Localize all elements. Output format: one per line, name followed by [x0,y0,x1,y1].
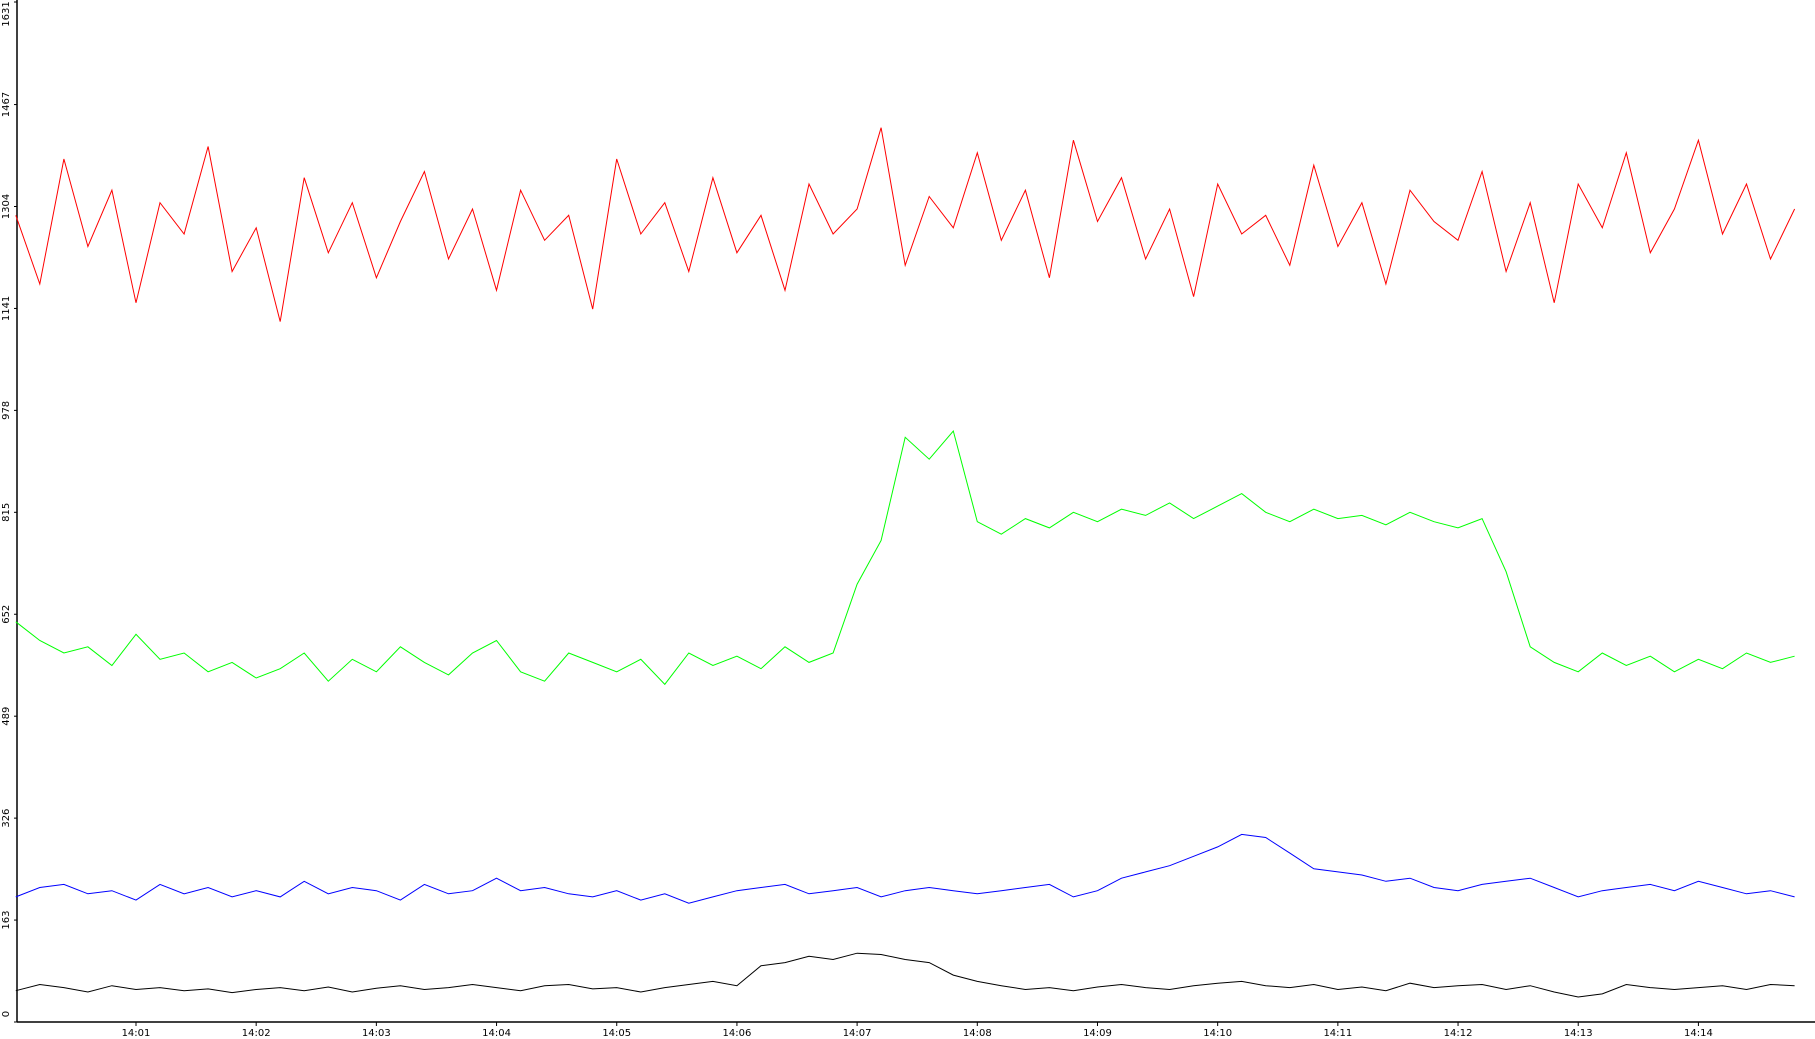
y-tick-label: 1141 [1,296,12,321]
x-tick-label: 14:02 [242,1028,271,1039]
series-line [15,833,1795,904]
y-tick-label: 815 [1,503,12,522]
x-tick-label: 14:12 [1444,1028,1473,1039]
y-tick-label: 978 [1,401,12,420]
y-tick-label: 0 [1,1011,12,1017]
series-line [15,127,1796,322]
x-tick-label: 14:06 [723,1028,752,1039]
x-tick-label: 14:14 [1684,1028,1713,1039]
x-tick-label: 14:07 [843,1028,872,1039]
y-tick-label: 652 [1,605,12,624]
x-tick-label: 14:01 [122,1028,151,1039]
y-tick-label: 163 [1,911,12,930]
x-tick-label: 14:09 [1083,1028,1112,1039]
y-tick-label: 489 [1,707,12,726]
x-tick-label: 14:05 [602,1028,631,1039]
x-tick-label: 14:03 [362,1028,391,1039]
y-tick-label: 1467 [1,92,12,117]
series-line [15,429,1795,686]
x-tick-label: 14:10 [1203,1028,1232,1039]
y-tick-label: 1304 [1,194,12,219]
y-tick-label: 326 [1,809,12,828]
series-line [15,952,1795,998]
x-tick-label: 14:08 [963,1028,992,1039]
x-tick-label: 14:11 [1323,1028,1352,1039]
y-tick-label: 1631 [1,1,12,26]
x-tick-label: 14:13 [1564,1028,1593,1039]
x-tick-label: 14:04 [482,1028,511,1039]
